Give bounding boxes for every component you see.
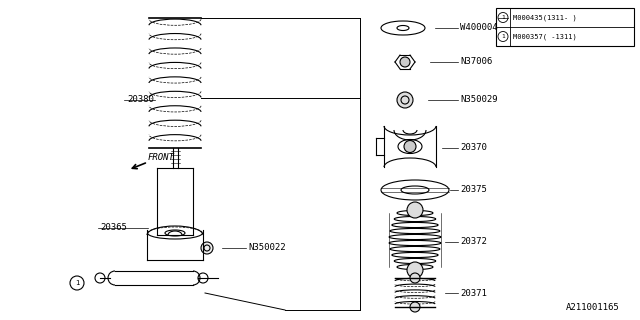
Bar xyxy=(496,8,634,46)
Circle shape xyxy=(397,92,413,108)
Text: N350029: N350029 xyxy=(460,95,498,105)
Text: FRONT: FRONT xyxy=(148,154,175,163)
Text: 20380: 20380 xyxy=(127,95,154,105)
Circle shape xyxy=(201,242,213,254)
Text: 20365: 20365 xyxy=(100,223,127,233)
Text: M000435(1311- ): M000435(1311- ) xyxy=(513,14,577,21)
Text: W400004: W400004 xyxy=(460,23,498,33)
Text: 20371: 20371 xyxy=(460,289,487,298)
Circle shape xyxy=(410,273,420,283)
Circle shape xyxy=(404,140,416,153)
Text: N37006: N37006 xyxy=(460,58,492,67)
Text: 1: 1 xyxy=(501,34,505,39)
Circle shape xyxy=(407,262,423,278)
Circle shape xyxy=(400,57,410,67)
Text: M000357( -1311): M000357( -1311) xyxy=(513,33,577,40)
Text: 1: 1 xyxy=(75,280,79,286)
Text: 20372: 20372 xyxy=(460,237,487,246)
Circle shape xyxy=(407,202,423,218)
Text: 20375: 20375 xyxy=(460,186,487,195)
Text: A211001165: A211001165 xyxy=(566,303,620,312)
Text: 20370: 20370 xyxy=(460,143,487,153)
Text: N350022: N350022 xyxy=(248,244,285,252)
Text: 1: 1 xyxy=(501,15,505,20)
Circle shape xyxy=(410,302,420,312)
